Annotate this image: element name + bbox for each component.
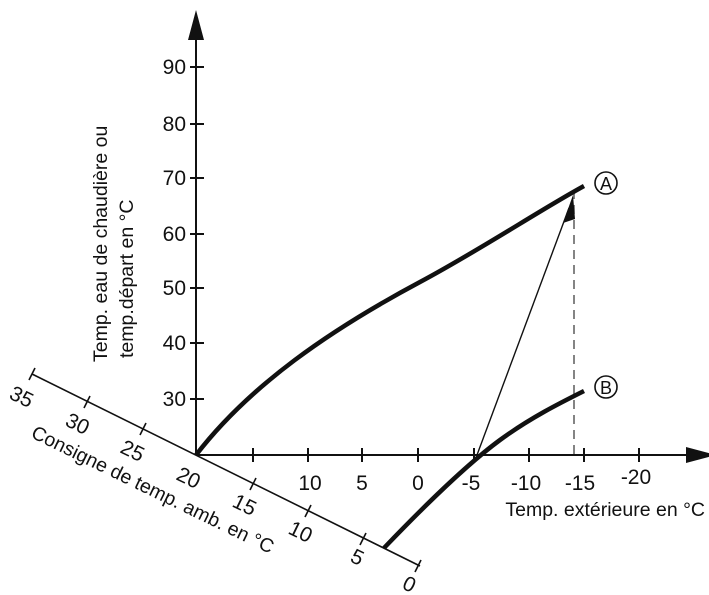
y-tick-label: 30 <box>163 388 186 411</box>
shift-arrow-line <box>476 207 570 456</box>
marker-b-label: B <box>600 378 612 398</box>
marker-a-label: A <box>600 174 612 194</box>
diag-tick-label: 5 <box>347 545 368 571</box>
diag-tick-label: 15 <box>229 490 260 521</box>
x-tick-label: -5 <box>462 472 481 495</box>
y-tick-label: 60 <box>163 223 186 246</box>
marker-a: A <box>594 171 618 195</box>
y-tick-label: 90 <box>163 56 186 79</box>
x-tick-label: 5 <box>356 472 368 495</box>
x-tick-label: 10 <box>298 472 321 495</box>
y-tick-label: 70 <box>163 167 186 190</box>
x-tick-label: -15 <box>565 472 595 495</box>
shift-arrow-head-icon <box>563 195 575 223</box>
diag-tick-label: 0 <box>399 572 420 595</box>
y-axis-arrow-icon <box>188 10 204 40</box>
x-tick-label: -10 <box>511 472 541 495</box>
x-tick-label: 0 <box>412 472 424 495</box>
y-axis-title-line1: Temp. eau de chaudière ou <box>90 126 112 362</box>
diag-tick-label: 35 <box>6 382 37 413</box>
y-axis-title-line2: temp.départ en °C <box>116 200 138 358</box>
y-tick-label: 40 <box>163 332 186 355</box>
x-tick-label: -20 <box>621 466 651 489</box>
x-axis-arrow-icon <box>686 447 709 463</box>
y-axis: 90 80 70 60 50 40 30 Temp. eau de chaudi… <box>90 10 204 455</box>
diag-tick-label: 10 <box>285 517 316 548</box>
heating-curve-a <box>194 184 586 457</box>
y-tick-label: 50 <box>163 277 186 300</box>
y-tick-label: 80 <box>163 113 186 136</box>
marker-b: B <box>594 375 618 399</box>
heating-curve-b <box>382 388 586 550</box>
x-axis: 10 5 0 -5 -10 -15 -20 Temp. extérieure e… <box>196 447 709 521</box>
x-axis-title: Temp. extérieure en °C <box>505 499 705 521</box>
